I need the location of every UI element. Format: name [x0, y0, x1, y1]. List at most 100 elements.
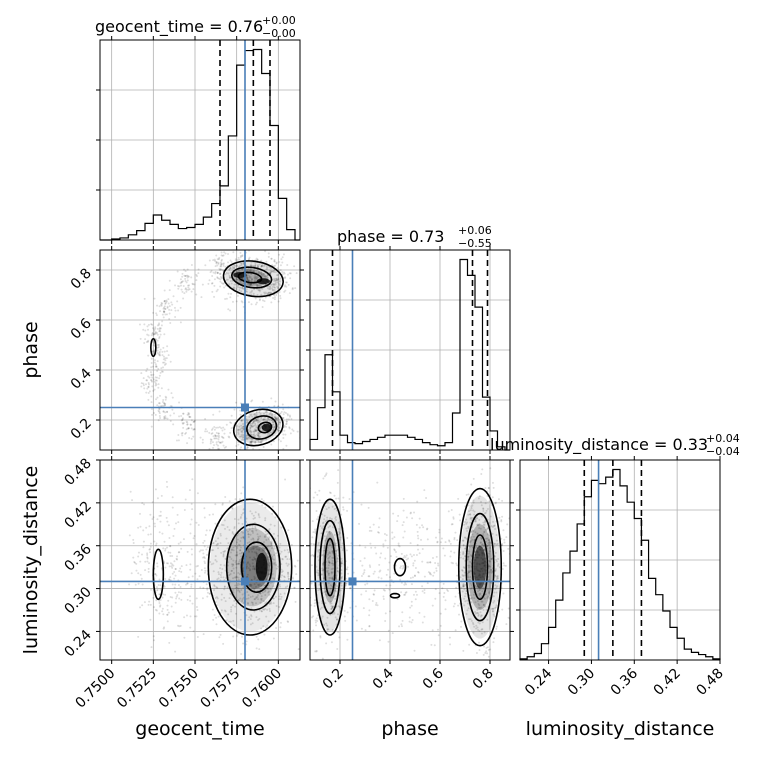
sample-point	[168, 308, 171, 311]
sample-point	[214, 435, 217, 438]
sample-point	[235, 425, 238, 428]
sample-point	[236, 545, 239, 548]
sample-point	[448, 636, 451, 639]
sample-point	[328, 543, 331, 546]
sample-point	[300, 598, 302, 600]
contour-mid	[319, 519, 341, 615]
sample-point	[435, 567, 438, 570]
sample-point	[407, 565, 410, 568]
sample-point	[166, 604, 169, 607]
sample-point	[296, 430, 299, 433]
sample-point	[237, 599, 240, 602]
sample-point	[230, 551, 233, 554]
sample-point	[200, 296, 203, 299]
sample-point	[275, 277, 278, 280]
sample-point	[457, 497, 460, 500]
sample-point	[177, 521, 180, 524]
sample-point	[278, 421, 281, 424]
sample-point	[252, 413, 255, 416]
sample-point	[164, 417, 167, 420]
sample-point	[252, 420, 255, 423]
sample-point	[228, 573, 231, 576]
sample-point	[267, 591, 270, 594]
sample-point	[227, 435, 230, 438]
sample-point	[418, 517, 421, 520]
sample-point	[252, 545, 255, 548]
sample-point	[217, 436, 220, 439]
y-tick-label: 0.48	[61, 456, 94, 489]
sample-point	[245, 418, 248, 421]
sample-point	[173, 577, 176, 580]
sample-point	[304, 577, 306, 579]
sample-point	[409, 606, 412, 609]
sample-point	[229, 620, 232, 623]
sample-point	[148, 525, 151, 528]
sample-point	[258, 435, 261, 438]
sample-point	[412, 562, 415, 565]
sample-point	[221, 502, 224, 505]
sample-point	[140, 553, 143, 556]
sample-point	[326, 616, 329, 619]
sample-point	[217, 615, 220, 618]
sample-point	[279, 552, 282, 555]
sample-point	[150, 588, 153, 591]
sample-point	[418, 552, 421, 555]
sample-point	[206, 588, 209, 591]
sample-point	[255, 602, 258, 605]
sample-point	[331, 571, 334, 574]
sample-point	[171, 596, 174, 599]
sample-point	[147, 375, 150, 378]
sample-point	[321, 657, 324, 660]
sample-point	[270, 544, 273, 547]
sample-point	[175, 595, 178, 598]
sample-point	[469, 545, 472, 548]
sample-point	[260, 265, 263, 268]
sample-point	[322, 564, 325, 567]
sample-point	[187, 275, 190, 278]
sample-point	[408, 616, 411, 619]
sample-point	[187, 412, 190, 415]
sample-point	[215, 560, 218, 563]
sample-point	[255, 635, 258, 638]
sample-point	[281, 271, 284, 274]
sample-point	[165, 299, 168, 302]
sample-point	[478, 630, 481, 633]
sample-point	[278, 291, 281, 294]
sample-point	[403, 593, 406, 596]
sample-point	[480, 500, 483, 503]
sample-point	[362, 607, 365, 610]
sample-point	[477, 524, 480, 527]
sample-point	[340, 572, 343, 575]
sample-point	[231, 265, 234, 268]
sample-point	[232, 591, 235, 594]
sample-point	[477, 606, 480, 609]
sample-point	[202, 541, 205, 544]
sample-point	[269, 601, 272, 604]
sample-point	[140, 385, 143, 388]
sample-point	[156, 346, 159, 349]
sample-point	[163, 402, 166, 405]
sample-point	[427, 571, 430, 574]
sample-point	[254, 420, 257, 423]
sample-point	[287, 529, 290, 532]
sample-point	[258, 432, 261, 435]
sample-point	[346, 536, 349, 539]
sample-point	[378, 570, 381, 573]
sample-point	[137, 526, 140, 529]
sample-point	[139, 573, 142, 576]
sample-point	[143, 297, 146, 300]
sample-point	[216, 586, 219, 589]
title-phase-minus: −0.55	[458, 237, 492, 250]
sample-point	[495, 586, 498, 589]
sample-point	[317, 571, 320, 574]
sample-point	[241, 268, 244, 271]
sample-point	[159, 327, 162, 330]
sample-point	[159, 310, 162, 313]
sample-point	[467, 602, 470, 605]
sample-point	[256, 293, 259, 296]
sample-point	[167, 298, 170, 301]
sample-point	[152, 327, 155, 330]
sample-point	[246, 590, 249, 593]
contour-inner	[237, 271, 263, 284]
sample-point	[245, 517, 248, 520]
